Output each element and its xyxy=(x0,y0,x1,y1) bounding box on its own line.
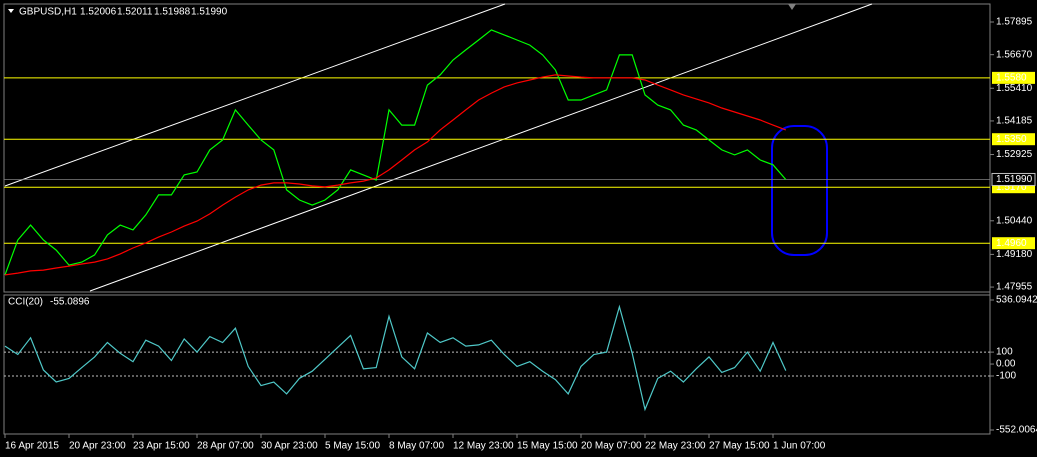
highlight-ellipse xyxy=(771,125,828,256)
level-label-box xyxy=(992,133,1035,146)
current-price-label: 1.51990 xyxy=(996,174,1033,185)
y-tick-label: 1.49180 xyxy=(996,249,1033,260)
x-tick-label: 28 Apr 07:00 xyxy=(197,441,254,452)
x-tick-label: 27 May 15:00 xyxy=(709,441,770,452)
level-label: 1.5350 xyxy=(996,134,1027,145)
x-tick-label: 8 May 07:00 xyxy=(389,441,444,452)
x-tick-label: 1 Jun 07:00 xyxy=(773,441,826,452)
shift-marker xyxy=(788,4,796,10)
close: 1.51990 xyxy=(191,7,228,18)
y-tick-label: 1.47955 xyxy=(996,282,1033,293)
y-tick-label: -100 xyxy=(996,371,1016,382)
x-tick-label: 20 May 07:00 xyxy=(581,441,642,452)
price-line xyxy=(4,29,787,276)
y-tick-label: 100 xyxy=(996,347,1013,358)
x-tick-label: 23 Apr 15:00 xyxy=(133,441,190,452)
channel-upper xyxy=(4,3,506,187)
level-label: 1.4960 xyxy=(996,238,1027,249)
y-tick-label: 1.50440 xyxy=(996,215,1033,226)
y-tick-label: 1.55410 xyxy=(996,83,1033,94)
y-tick-label: -552.0064 xyxy=(996,425,1037,436)
x-tick-label: 16 Apr 2015 xyxy=(5,441,59,452)
level-label: 1.5580 xyxy=(996,73,1027,84)
y-tick-label: 1.52925 xyxy=(996,149,1033,160)
indicator-line xyxy=(4,74,787,276)
header: GBPUSD,H1 1.52006 1.52011 1.51988 1.5199… xyxy=(19,7,228,18)
indicator-line xyxy=(4,304,787,412)
y-tick-label: 1.56670 xyxy=(996,49,1033,60)
open: 1.52006 xyxy=(80,7,117,18)
high: 1.52011 xyxy=(117,7,153,18)
x-tick-label: 20 Apr 23:00 xyxy=(69,441,126,452)
y-tick-label: 0.00 xyxy=(996,359,1016,370)
level-label: 1.5170 xyxy=(996,182,1027,193)
y-tick-label: 1.57895 xyxy=(996,17,1033,28)
level-label-box xyxy=(992,237,1035,250)
x-tick-label: 22 May 23:00 xyxy=(645,441,706,452)
symbol: GBPUSD,H1 xyxy=(19,7,77,18)
menu-arrow[interactable] xyxy=(8,9,14,13)
x-tick-label: 5 May 15:00 xyxy=(325,441,380,452)
y-tick-label: 1.54185 xyxy=(996,116,1033,127)
y-tick-label: 536.0942 xyxy=(996,295,1037,306)
low: 1.51988 xyxy=(154,7,191,18)
price-panel xyxy=(3,3,991,293)
indicator-value: -55.0896 xyxy=(50,297,90,308)
cci-panel xyxy=(3,294,991,435)
indicator-name: CCI(20) xyxy=(8,297,43,308)
x-tick-label: 30 Apr 23:00 xyxy=(261,441,318,452)
current-price-box xyxy=(991,172,1036,186)
x-tick-label: 15 May 15:00 xyxy=(517,441,578,452)
x-tick-label: 12 May 23:00 xyxy=(453,441,514,452)
level-label-box xyxy=(992,71,1035,84)
